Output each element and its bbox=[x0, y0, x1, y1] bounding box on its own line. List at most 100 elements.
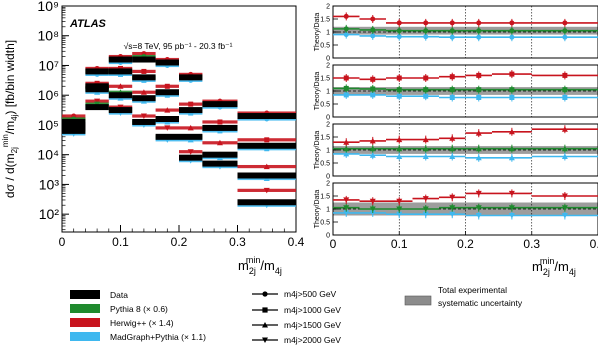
ratio-marker bbox=[449, 28, 455, 34]
ratio-marker bbox=[475, 213, 482, 219]
ratio-marker bbox=[509, 71, 515, 77]
ratio-y-tick-label: 1 bbox=[326, 30, 330, 37]
energy-label: √s=8 TeV, 95 pb⁻¹ - 20.3 fb⁻¹ bbox=[124, 41, 233, 51]
legend-swatch-data bbox=[70, 290, 100, 299]
ratio-y-tick-label: 1.5 bbox=[320, 17, 330, 24]
main-data-box bbox=[237, 142, 296, 149]
ratio-panel: 0 0.5 1 1.5 2 Theory/Data bbox=[314, 63, 598, 122]
ratio-marker bbox=[509, 87, 515, 93]
ratio-point bbox=[333, 138, 360, 147]
ratio-marker bbox=[370, 16, 376, 22]
main-point bbox=[108, 107, 133, 114]
ratio-point bbox=[492, 26, 532, 35]
ratio-marker bbox=[449, 135, 456, 141]
ratio-point bbox=[412, 85, 439, 94]
ratio-point bbox=[359, 197, 386, 206]
legend-cut-1000: m4j>1000 GeV bbox=[284, 305, 341, 315]
main-point bbox=[179, 107, 203, 114]
ratio-point bbox=[465, 71, 492, 80]
ratio-y-tick-label: 0 bbox=[326, 233, 330, 240]
main-point bbox=[179, 149, 203, 155]
main-point bbox=[108, 83, 133, 89]
ratio-point bbox=[465, 26, 492, 35]
ratio-point bbox=[359, 205, 386, 213]
ratio-marker bbox=[562, 87, 568, 93]
ratio-marker bbox=[343, 75, 349, 81]
ratio-point bbox=[439, 193, 466, 202]
ratio-point bbox=[531, 203, 598, 212]
ratio-point bbox=[492, 70, 532, 79]
ratio-y-tick-label: 0.5 bbox=[320, 220, 330, 227]
legend-marker-1500 bbox=[262, 322, 268, 328]
main-point bbox=[202, 160, 238, 167]
ratio-marker bbox=[422, 145, 429, 152]
ratio-point bbox=[439, 93, 466, 102]
main-data-box bbox=[132, 74, 156, 81]
ratio-point bbox=[386, 197, 413, 206]
ratio-marker bbox=[396, 28, 402, 34]
legend-label-herwig: Herwig++ (× 1.4) bbox=[110, 318, 174, 328]
ratio-marker bbox=[370, 92, 376, 98]
main-x-tick-label: 0.2 bbox=[171, 235, 188, 249]
ratio-marker bbox=[476, 28, 482, 34]
ratio-point bbox=[465, 18, 492, 27]
ratio-marker bbox=[370, 76, 376, 82]
main-point bbox=[202, 139, 238, 146]
ratio-marker bbox=[343, 13, 349, 19]
ratio-y-tick-label: 1.5 bbox=[320, 76, 330, 83]
ratio-y-tick-label: 2 bbox=[326, 181, 330, 188]
ratio-marker bbox=[422, 211, 429, 218]
main-x-tick-label: 0.3 bbox=[229, 235, 246, 249]
main-data-box bbox=[202, 160, 238, 167]
ratio-point bbox=[412, 152, 439, 161]
ratio-marker bbox=[562, 72, 568, 78]
main-y-axis: 10² 10³ 10⁴ 10⁵ 10⁶ 10⁷ 10⁸ 10⁹ bbox=[37, 0, 69, 231]
main-point bbox=[85, 104, 109, 111]
ratio-y-tick-label: 0.5 bbox=[320, 43, 330, 50]
ratio-point bbox=[492, 144, 532, 153]
main-point bbox=[155, 107, 179, 113]
ratio-point bbox=[492, 18, 532, 27]
ratio-marker bbox=[396, 206, 403, 212]
ratio-marker bbox=[508, 205, 515, 211]
main-point bbox=[179, 124, 203, 131]
ratio-marker bbox=[476, 20, 482, 26]
ratio-point bbox=[386, 85, 413, 94]
main-point bbox=[237, 142, 296, 149]
ratio-marker bbox=[508, 154, 515, 161]
ratio-point bbox=[333, 24, 360, 33]
main-mc-marker bbox=[187, 149, 194, 155]
main-data-box bbox=[179, 133, 203, 140]
ratio-marker bbox=[369, 198, 376, 205]
ratio-marker bbox=[343, 205, 350, 211]
ratio-x-tick-label: 0.2 bbox=[457, 237, 474, 251]
main-point bbox=[179, 133, 203, 140]
main-mc-marker bbox=[141, 68, 147, 74]
ratio-point bbox=[439, 18, 466, 27]
ratio-point bbox=[465, 203, 492, 212]
ratio-marker bbox=[561, 193, 568, 199]
ratio-point bbox=[333, 12, 360, 21]
ratio-marker bbox=[422, 196, 429, 202]
main-data-box bbox=[155, 116, 179, 122]
main-data-box bbox=[132, 56, 156, 63]
ratio-x-tick-label: 0.3 bbox=[523, 237, 540, 251]
main-mc-marker bbox=[94, 98, 101, 105]
main-point bbox=[132, 113, 156, 120]
main-y-tick-label: 10³ bbox=[39, 176, 60, 192]
ratio-panel: 0 0.5 1 1.5 2 Theory/Data bbox=[314, 122, 598, 181]
ratio-y-tick-label: 2 bbox=[326, 63, 330, 70]
ratio-marker bbox=[423, 87, 429, 93]
ratio-marker bbox=[370, 33, 376, 39]
main-point bbox=[132, 56, 156, 63]
ratio-y-axis-label: Theory/Data bbox=[314, 13, 321, 52]
ratio-point bbox=[412, 194, 439, 203]
ratio-marker bbox=[561, 145, 568, 152]
ratio-point bbox=[386, 205, 413, 213]
ratio-y-tick-label: 1 bbox=[326, 89, 330, 96]
ratio-marker bbox=[396, 145, 403, 152]
legend-marker-1000 bbox=[262, 307, 268, 313]
main-point bbox=[155, 133, 179, 140]
ratio-marker bbox=[422, 206, 429, 212]
